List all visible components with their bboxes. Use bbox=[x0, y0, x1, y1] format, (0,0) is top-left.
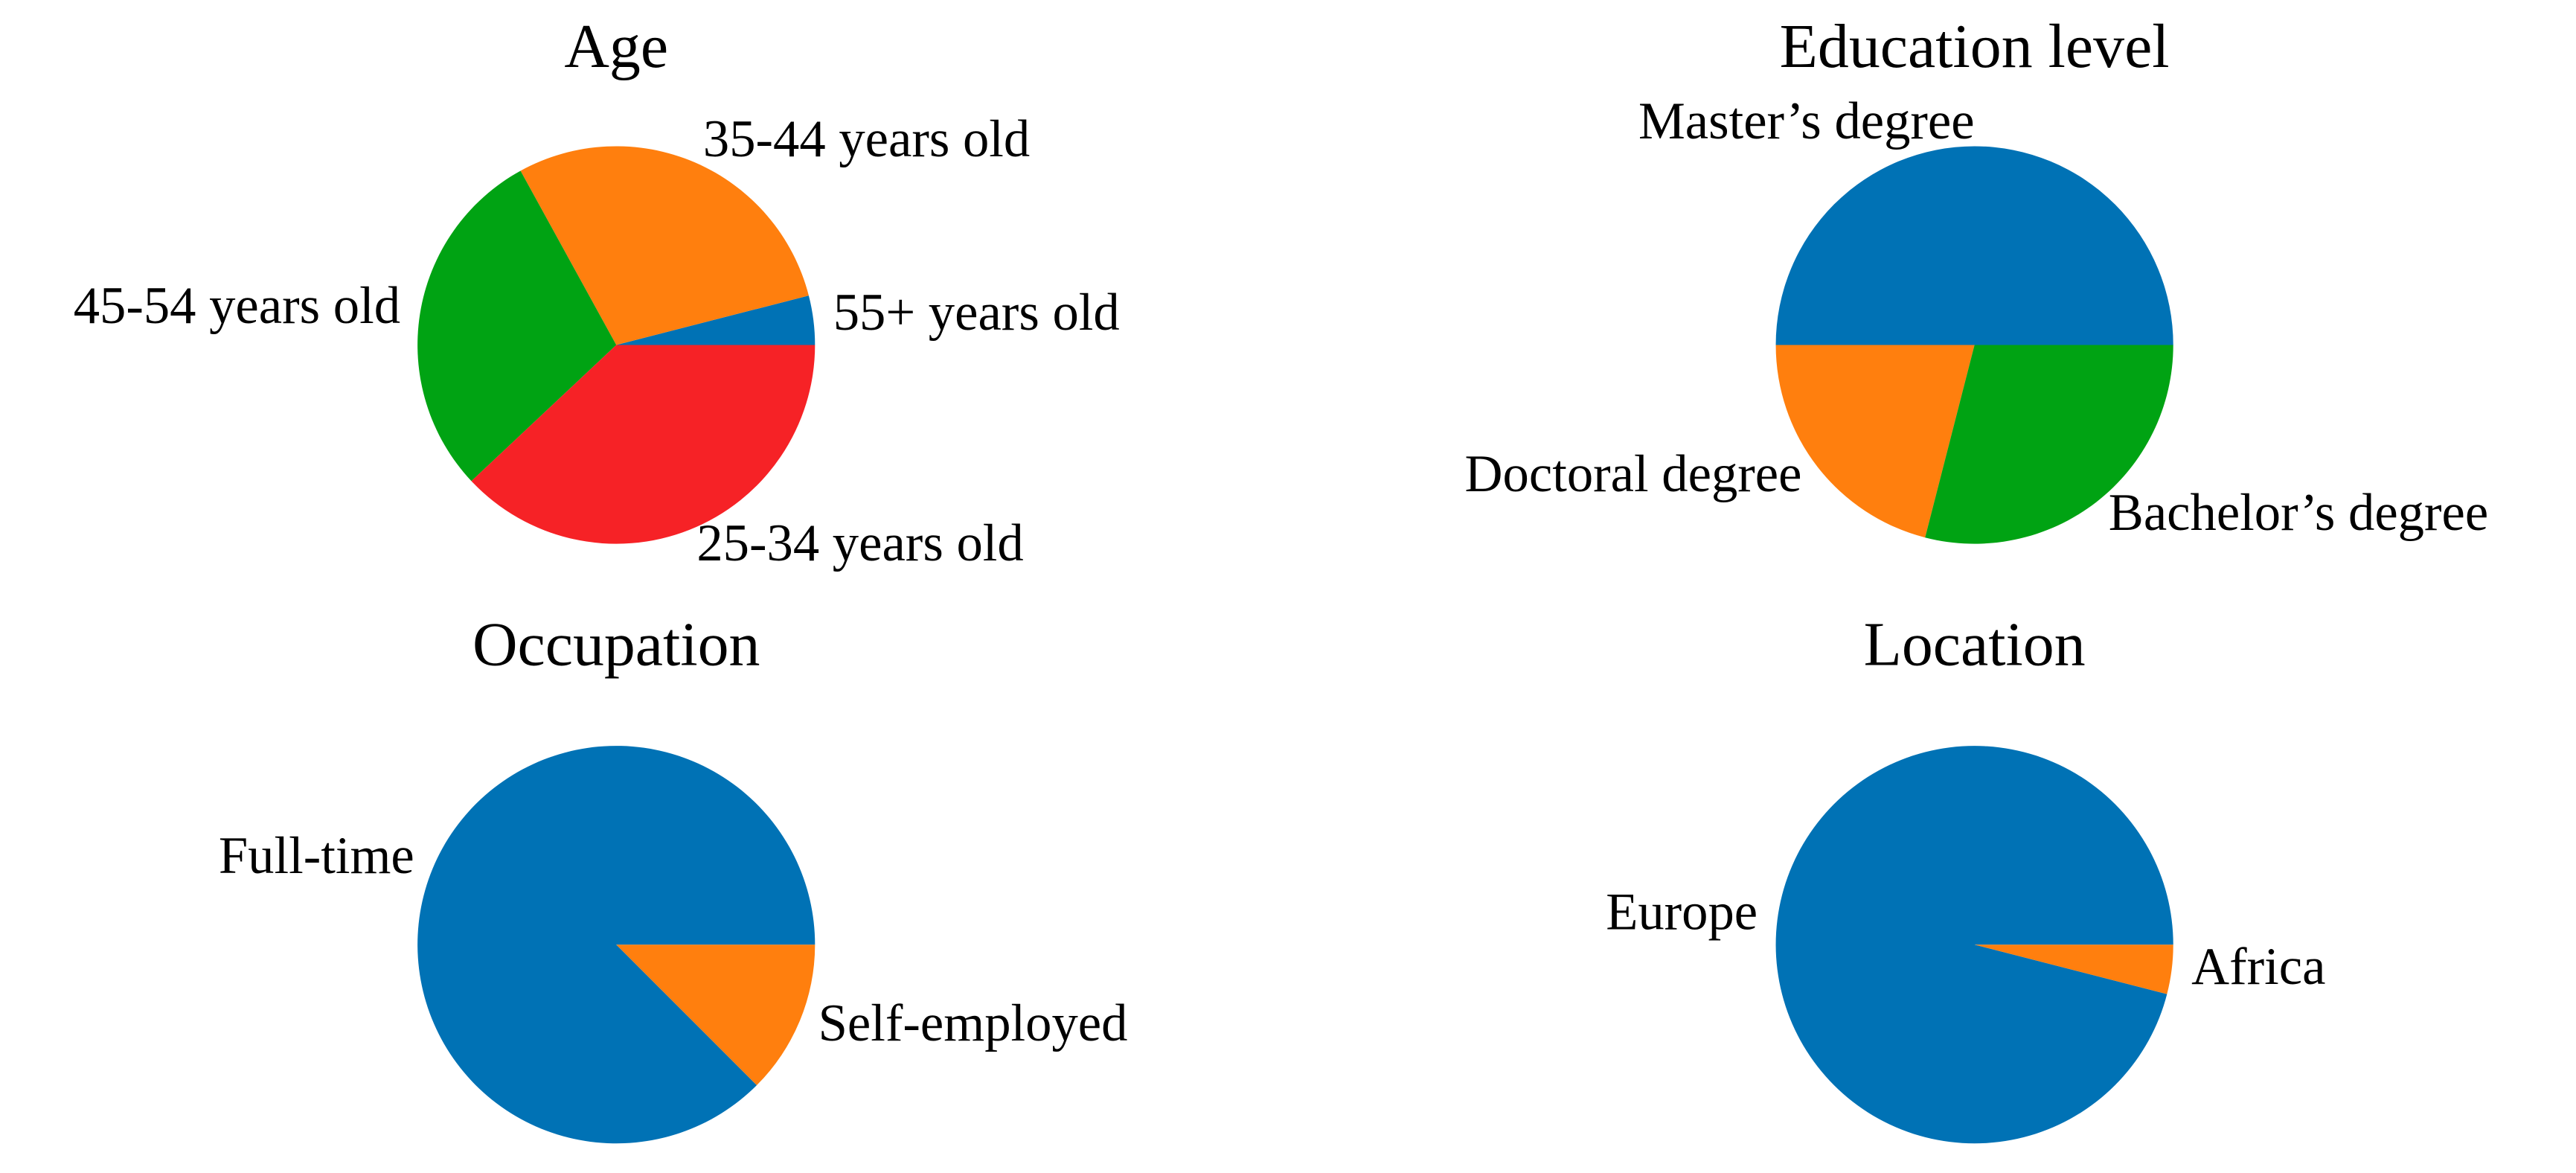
slice-label: 55+ years old bbox=[833, 284, 1120, 342]
slice-label: Doctoral degree bbox=[1465, 445, 1802, 503]
chart-title: Age bbox=[564, 12, 668, 81]
slice-label: Full-time bbox=[219, 827, 414, 885]
chart-title: Location bbox=[1864, 610, 2086, 679]
pie-slice bbox=[1775, 146, 2173, 345]
slice-label: Africa bbox=[2191, 938, 2325, 996]
pie-slice bbox=[417, 170, 617, 482]
pie-slice bbox=[520, 146, 809, 345]
slice-label: 35-44 years old bbox=[703, 110, 1030, 168]
chart-title: Education level bbox=[1780, 12, 2170, 81]
chart-title: Occupation bbox=[472, 610, 760, 679]
pie-slice bbox=[417, 746, 816, 1144]
pie-slice bbox=[471, 345, 816, 544]
pie-slice bbox=[616, 945, 816, 1086]
pie-slice bbox=[1775, 746, 2173, 1144]
pie-slice bbox=[1974, 945, 2173, 994]
pie-slice bbox=[1925, 345, 2173, 544]
pie-slice bbox=[616, 295, 816, 345]
slice-label: Master’s degree bbox=[1638, 92, 1975, 150]
slice-label: Self-employed bbox=[818, 994, 1128, 1052]
slice-label: 45-54 years old bbox=[74, 277, 400, 335]
slice-label: 25-34 years old bbox=[696, 514, 1023, 572]
slice-label: Europe bbox=[1606, 883, 1758, 942]
pie-slice bbox=[1775, 345, 1975, 538]
slice-label: Bachelor’s degree bbox=[2109, 484, 2488, 542]
